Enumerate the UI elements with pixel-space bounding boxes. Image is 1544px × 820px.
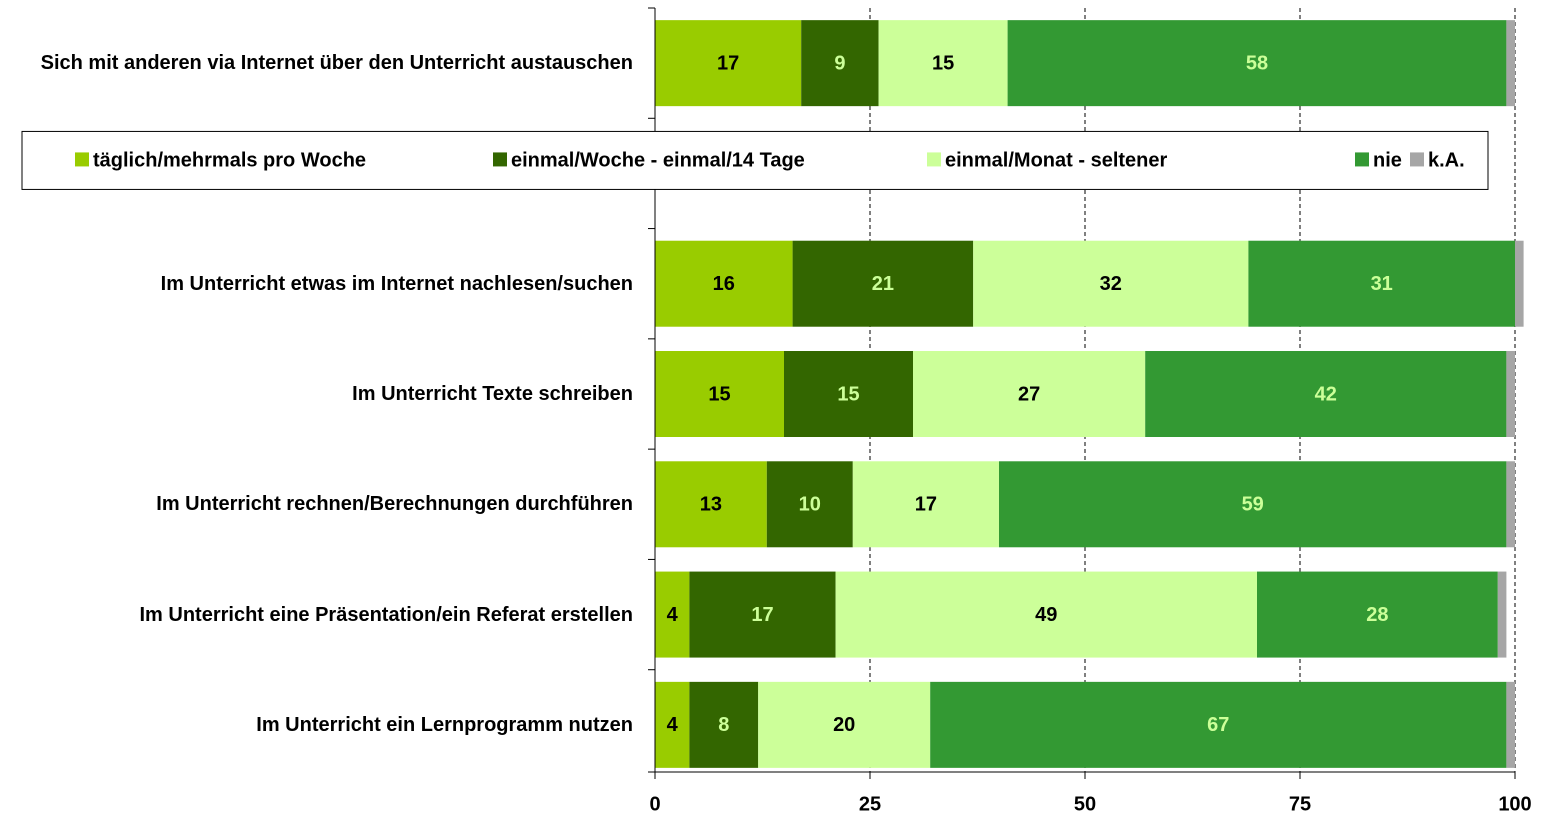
bar-segment [1007, 20, 1507, 107]
value-label: 17 [915, 494, 937, 516]
bar-segment [655, 461, 767, 548]
bar-segment [784, 351, 913, 437]
bar-segment [792, 240, 974, 327]
value-label: 9 [834, 52, 845, 74]
bar-segment [1515, 240, 1524, 327]
bar-segment [655, 681, 690, 768]
value-label: 67 [1207, 714, 1229, 736]
value-label: 17 [717, 52, 739, 74]
value-label: 4 [667, 714, 679, 736]
value-label: 10 [799, 494, 821, 516]
value-label: 58 [1246, 52, 1268, 74]
bar-segment [655, 351, 784, 437]
category-label: Im Unterricht etwas im Internet nachlese… [160, 272, 633, 295]
value-label: 15 [837, 383, 859, 405]
value-label: 4 [667, 604, 679, 626]
bar-segment [655, 20, 802, 107]
x-tick-label: 0 [649, 793, 660, 815]
legend-swatch [927, 152, 941, 167]
bar-segment [801, 20, 879, 107]
value-label: 31 [1371, 273, 1393, 295]
bar-segment [1497, 571, 1507, 658]
value-label: 15 [708, 383, 730, 405]
legend-label: k.A. [1428, 150, 1465, 172]
bar-segment [930, 681, 1507, 768]
bar-segment [835, 571, 1257, 658]
x-tick-label: 75 [1289, 793, 1311, 815]
value-label: 17 [751, 604, 773, 626]
legend-box [21, 130, 1489, 190]
bar-segment [973, 240, 1249, 327]
value-label: 20 [833, 714, 855, 736]
bar-segment [766, 461, 853, 548]
value-label: 8 [718, 714, 729, 736]
bar-segment [999, 461, 1507, 548]
category-label: Im Unterricht rechnen/Berechnungen durch… [156, 493, 633, 516]
bar-segment [1257, 571, 1498, 658]
bar-segment [655, 240, 793, 327]
category-label: Im Unterricht ein Lernprogramm nutzen [256, 713, 633, 736]
legend-swatch [493, 152, 507, 167]
bar-segment [1145, 351, 1507, 437]
value-label: 21 [872, 273, 894, 295]
value-label: 59 [1242, 494, 1264, 516]
x-tick-label: 25 [859, 793, 881, 815]
bar-segment [1506, 461, 1515, 548]
category-label: Im Unterricht eine Präsentation/ein Refe… [139, 603, 634, 626]
bar-segment [1506, 20, 1515, 107]
category-label: Sich mit anderen via Internet über den U… [40, 52, 633, 75]
value-label: 27 [1018, 383, 1040, 405]
value-label: 42 [1315, 383, 1337, 405]
bar-segment [689, 681, 759, 768]
value-label: 15 [932, 52, 954, 74]
value-label: 32 [1100, 273, 1122, 295]
legend-label: einmal/Woche - einmal/14 Tage [511, 150, 805, 172]
x-tick-label: 50 [1074, 793, 1096, 815]
bar-segment [913, 351, 1146, 437]
legend-swatch [1355, 152, 1369, 167]
legend-label: nie [1373, 150, 1402, 172]
value-label: 13 [700, 494, 722, 516]
category-label: Im Unterricht Texte schreiben [352, 383, 633, 405]
legend-swatch [75, 152, 89, 167]
bar-segment [878, 20, 1008, 107]
value-label: 28 [1366, 604, 1388, 626]
bar-segment [1248, 240, 1515, 327]
bar-segment [689, 571, 836, 658]
legend-label: täglich/mehrmals pro Woche [93, 150, 366, 172]
bar-segment [1506, 681, 1515, 768]
legend-swatch [1410, 152, 1424, 167]
value-label: 16 [713, 273, 735, 295]
value-label: 49 [1035, 604, 1057, 626]
bar-segment [655, 571, 690, 658]
x-tick-label: 100 [1498, 793, 1531, 815]
legend-label: einmal/Monat - seltener [945, 150, 1167, 172]
bar-segment [1506, 351, 1515, 437]
bar-segment [852, 461, 999, 548]
bar-segment [758, 681, 931, 768]
